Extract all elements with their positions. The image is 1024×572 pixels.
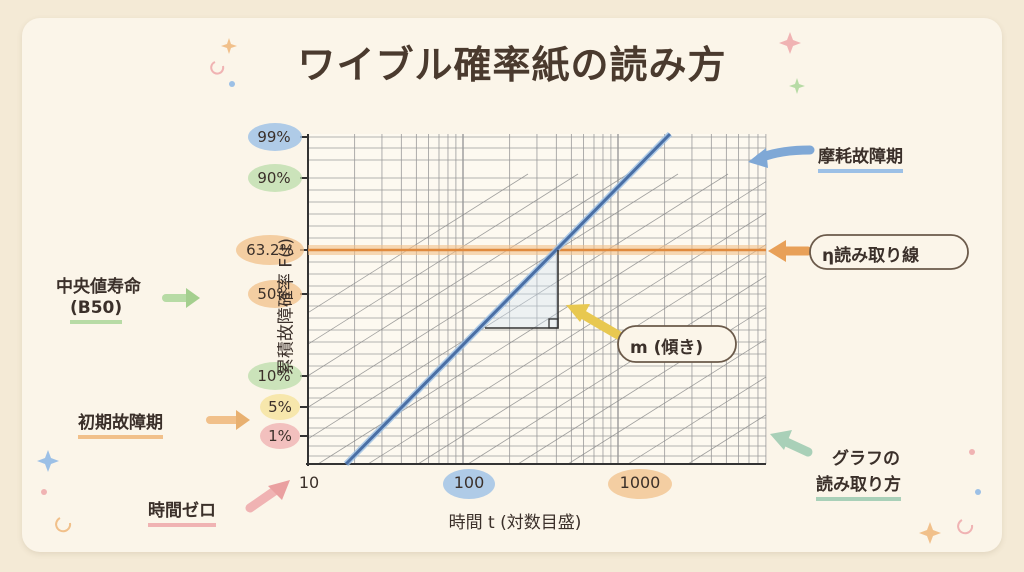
slope-label: m (傾き) — [630, 338, 704, 358]
y-tick-label-10: 10% — [257, 367, 291, 385]
arrow-how-to-read — [770, 430, 813, 457]
grid-diagonal — [307, 173, 729, 440]
grid-diagonal — [467, 275, 767, 465]
slope-triangle-fill — [485, 253, 558, 328]
y-tick-bg-10 — [248, 362, 302, 390]
y-tick-label-1: 1% — [268, 427, 292, 445]
y-tick-bg-99 — [248, 123, 302, 151]
y-tick-label-90: 90% — [257, 169, 291, 187]
right-angle-mark — [548, 318, 559, 329]
arrow-median — [162, 288, 200, 308]
x-tick-label-10: 10 — [298, 473, 320, 492]
y-tick-label-50: 50% — [257, 285, 291, 303]
wear-out-label: 摩耗故障期 — [818, 142, 903, 173]
arrow-slope — [566, 304, 623, 340]
y-tick-label-99: 99% — [257, 128, 291, 146]
x-axis-title: 時間 t (対数目盛) — [448, 513, 582, 533]
median-life-label-line2: (B50) — [70, 298, 123, 324]
time-zero-label: 時間ゼロ — [148, 496, 216, 527]
grid-diagonal — [307, 173, 629, 377]
y-tick-label-5: 5% — [268, 398, 292, 416]
y-tick-bg-632 — [236, 235, 304, 265]
y-tick-bg-90 — [248, 164, 302, 192]
arrow-eta — [768, 240, 813, 262]
eta-label-pill — [809, 234, 969, 270]
grid-diagonal — [307, 173, 579, 345]
arrow-early-failure — [206, 410, 250, 430]
how-to-read-label-line1: グラフの — [832, 449, 900, 469]
sparkle-decorations — [37, 32, 981, 544]
y-tick-bg-1 — [260, 423, 300, 449]
x-tick-label-1000: 1000 — [619, 473, 661, 492]
grid-diagonal — [627, 376, 767, 465]
y-tick-label-63: 63.2% — [246, 241, 294, 259]
x-tick-bg-100 — [443, 469, 495, 499]
early-failure-label: 初期故障期 — [78, 408, 163, 439]
median-life-label-line1: 中央値寿命 — [56, 277, 141, 297]
grid-diagonal — [307, 173, 679, 408]
x-tick-bg-1000 — [608, 469, 672, 499]
grid-diagonal — [687, 414, 767, 465]
y-axis-title: 累積故障確率 F(t) — [276, 237, 297, 376]
y-tick-bg-50 — [248, 280, 302, 308]
how-to-read-label-line2: 読み取り方 — [816, 470, 901, 501]
diagonal-guides — [307, 173, 767, 465]
arrow-time-zero — [245, 480, 290, 513]
grid-diagonal — [417, 244, 767, 465]
y-tick-bg-5 — [260, 394, 300, 420]
page-title: ワイブル確率紙の読み方 — [297, 43, 727, 87]
arrow-wear-out — [748, 145, 815, 168]
grid-diagonal — [567, 338, 767, 465]
weibull-line — [344, 132, 672, 466]
x-tick-label-100: 100 — [453, 473, 485, 492]
slope-label-pill — [617, 325, 737, 363]
grid-diagonal — [307, 173, 529, 314]
eta-line-label: η読み取り線 — [822, 246, 920, 266]
